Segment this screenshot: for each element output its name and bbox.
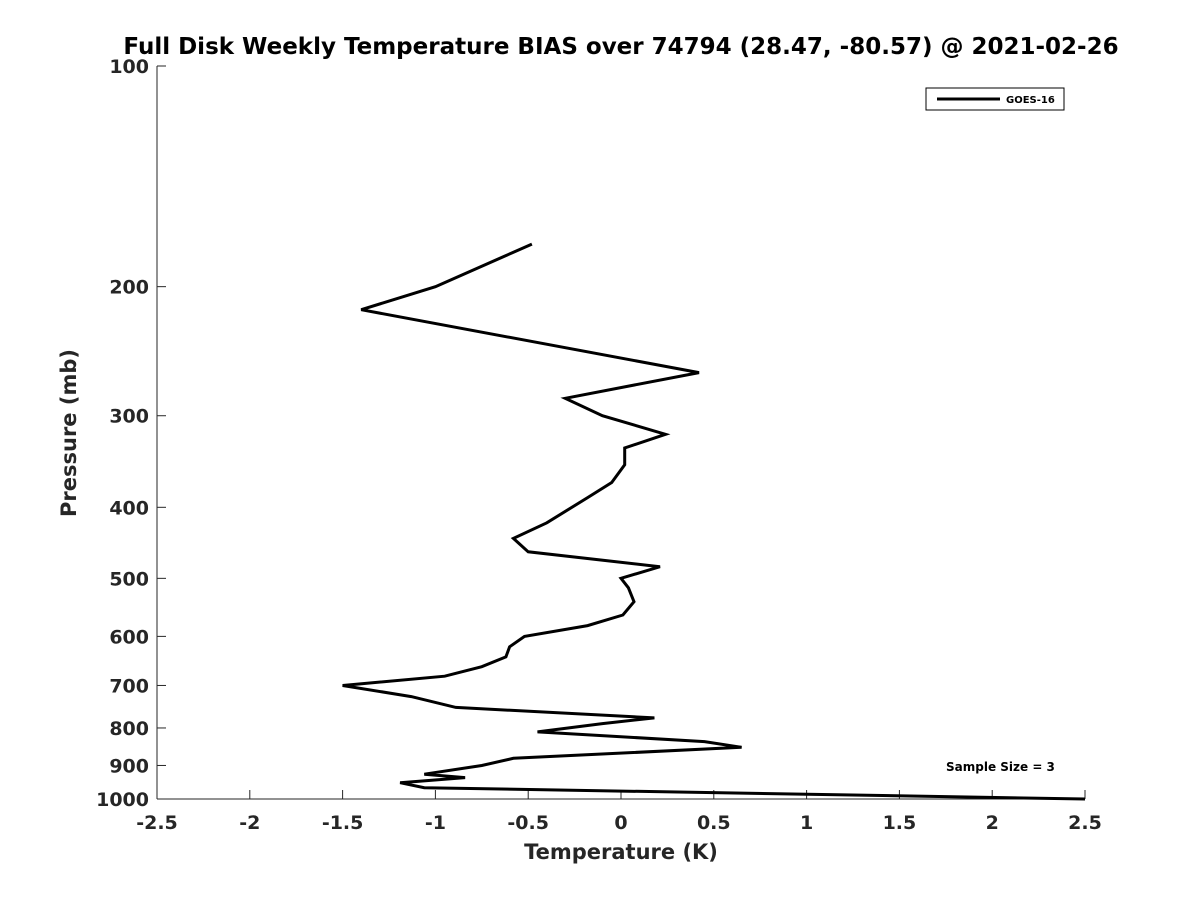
x-tick-label: 1 [800, 812, 813, 834]
x-tick-label: 2.5 [1068, 812, 1102, 834]
sample-size-annotation: Sample Size = 3 [946, 760, 1055, 774]
x-axis-label: Temperature (K) [524, 840, 718, 864]
y-tick-label: 800 [109, 718, 149, 740]
x-tick-label: -2 [239, 812, 260, 834]
y-tick-label: 600 [109, 626, 149, 648]
chart-title: Full Disk Weekly Temperature BIAS over 7… [123, 34, 1118, 60]
y-tick-label: 400 [109, 497, 149, 519]
x-tick-label: -2.5 [136, 812, 178, 834]
x-tick-label: -1.5 [322, 812, 364, 834]
x-tick-label: -0.5 [507, 812, 549, 834]
x-tick-label: 0 [614, 812, 627, 834]
legend: GOES-16 [925, 87, 1065, 111]
y-tick-label: 1000 [96, 789, 149, 811]
y-tick-label: 300 [109, 406, 149, 428]
axes [156, 66, 1085, 800]
x-tick-label: 1.5 [883, 812, 917, 834]
x-tick-label: -1 [425, 812, 446, 834]
series-group [342, 242, 1086, 801]
y-tick-label: 500 [109, 568, 149, 590]
x-axis-ticks: -2.5 -2 -1.5 -1 -0.5 0 0.5 1 1.5 2 2.5 [136, 790, 1102, 834]
x-tick-label: 0.5 [697, 812, 731, 834]
series-line-goes-16 [342, 242, 1086, 801]
y-tick-label: 200 [109, 277, 149, 299]
y-axis-ticks: 100 200 300 400 500 600 700 800 900 1000 [96, 56, 166, 811]
x-tick-label: 2 [986, 812, 999, 834]
y-axis-label: Pressure (mb) [57, 349, 81, 517]
y-tick-label: 900 [109, 755, 149, 777]
y-tick-label: 100 [109, 56, 149, 78]
y-tick-label: 700 [109, 675, 149, 697]
legend-label-goes-16: GOES-16 [1006, 95, 1055, 106]
